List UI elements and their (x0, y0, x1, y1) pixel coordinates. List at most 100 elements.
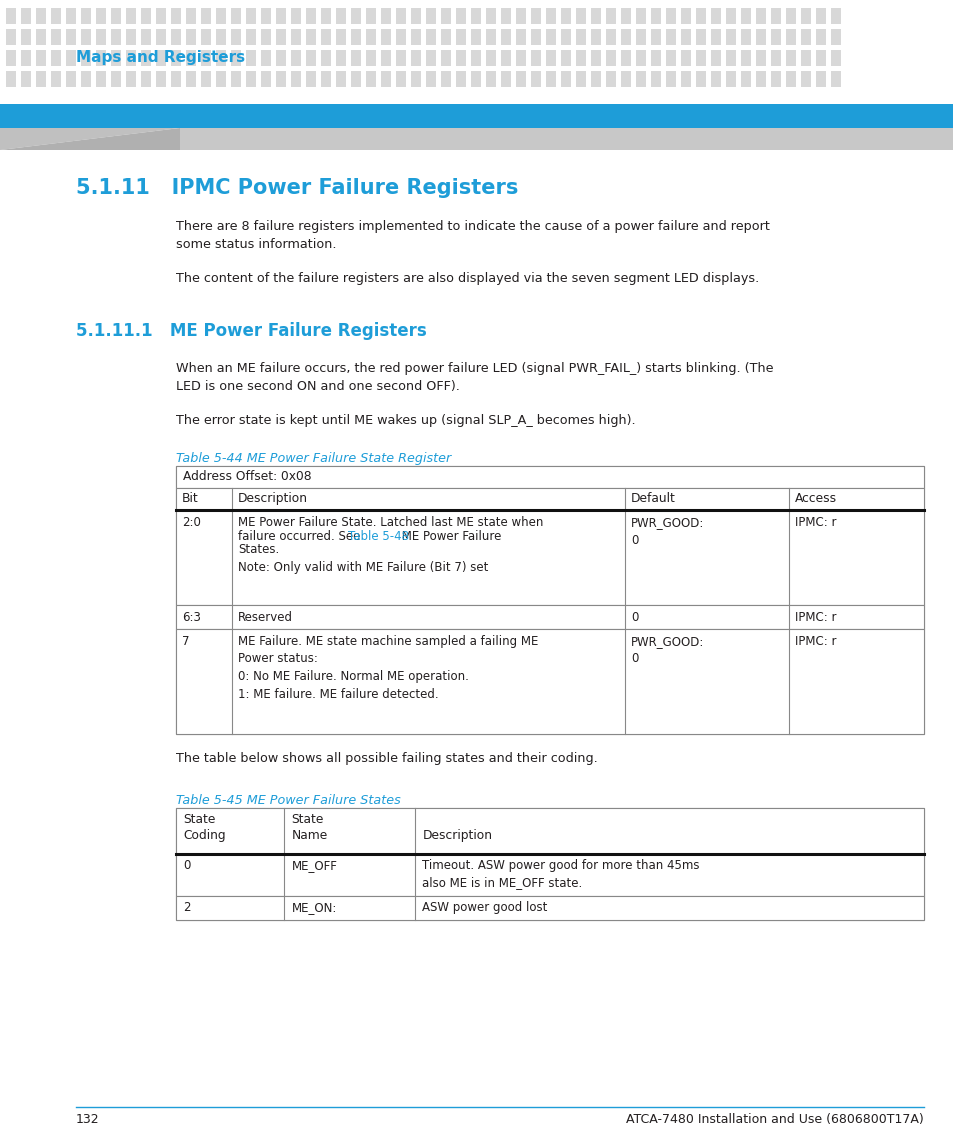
Bar (531, 71, 540, 87)
Bar (246, 29, 255, 45)
Bar (770, 50, 781, 66)
Bar (590, 71, 600, 87)
Bar (0, 104, 953, 128)
Text: ME Power Failure State. Latched last ME state when: ME Power Failure State. Latched last ME … (238, 516, 543, 529)
Bar (680, 71, 690, 87)
Bar (320, 29, 331, 45)
Bar (590, 29, 600, 45)
Bar (6, 50, 16, 66)
Bar (710, 50, 720, 66)
Text: ME Power Failure: ME Power Failure (397, 529, 501, 543)
Bar (156, 50, 166, 66)
Bar (51, 50, 61, 66)
Bar (740, 71, 750, 87)
Bar (81, 71, 91, 87)
Bar (485, 71, 496, 87)
Bar (175, 466, 923, 488)
Bar (770, 29, 781, 45)
Bar (426, 71, 436, 87)
Bar (485, 8, 496, 24)
Bar (215, 50, 226, 66)
Polygon shape (0, 128, 180, 150)
Bar (246, 50, 255, 66)
Bar (471, 71, 480, 87)
Bar (725, 71, 735, 87)
Bar (440, 50, 451, 66)
Bar (740, 8, 750, 24)
Bar (531, 29, 540, 45)
Bar (471, 29, 480, 45)
Bar (306, 71, 315, 87)
Bar (21, 29, 30, 45)
Text: Table 5-44 ME Power Failure State Register: Table 5-44 ME Power Failure State Regist… (175, 452, 451, 465)
Bar (96, 8, 106, 24)
Bar (351, 50, 360, 66)
Bar (126, 8, 136, 24)
Bar (801, 8, 810, 24)
Bar (335, 8, 346, 24)
Bar (175, 897, 923, 919)
Bar (51, 8, 61, 24)
Bar (830, 71, 841, 87)
Bar (66, 50, 76, 66)
Bar (605, 8, 616, 24)
Bar (411, 8, 420, 24)
Bar (636, 8, 645, 24)
Bar (36, 29, 46, 45)
Text: 2: 2 (183, 901, 191, 914)
Bar (111, 50, 121, 66)
Bar (201, 50, 211, 66)
Text: PWR_GOOD:
0: PWR_GOOD: 0 (630, 516, 703, 546)
Bar (51, 29, 61, 45)
Bar (96, 71, 106, 87)
Bar (175, 488, 923, 510)
Bar (141, 71, 151, 87)
Bar (440, 8, 451, 24)
Bar (815, 29, 825, 45)
Text: Description: Description (238, 492, 308, 505)
Bar (426, 50, 436, 66)
Bar (665, 8, 676, 24)
Bar (156, 8, 166, 24)
Text: 6:3: 6:3 (182, 611, 201, 624)
Bar (66, 29, 76, 45)
Bar (770, 71, 781, 87)
Bar (665, 29, 676, 45)
Bar (801, 50, 810, 66)
Text: 7: 7 (182, 635, 190, 648)
Text: Note: Only valid with ME Failure (Bit 7) set: Note: Only valid with ME Failure (Bit 7)… (238, 561, 488, 574)
Bar (351, 8, 360, 24)
Bar (755, 29, 765, 45)
Bar (380, 8, 391, 24)
Text: ME_ON:: ME_ON: (292, 901, 336, 914)
Text: Coding: Coding (183, 829, 226, 842)
Bar (411, 50, 420, 66)
Text: State: State (292, 813, 323, 826)
Text: There are 8 failure registers implemented to indicate the cause of a power failu: There are 8 failure registers implemente… (175, 220, 769, 251)
Bar (6, 71, 16, 87)
Bar (6, 8, 16, 24)
Bar (201, 8, 211, 24)
Bar (215, 71, 226, 87)
Bar (186, 8, 195, 24)
Bar (246, 71, 255, 87)
Bar (545, 29, 556, 45)
Bar (126, 50, 136, 66)
Bar (665, 71, 676, 87)
Bar (141, 29, 151, 45)
Bar (366, 50, 375, 66)
Bar (815, 71, 825, 87)
Text: PWR_GOOD:
0: PWR_GOOD: 0 (630, 635, 703, 665)
Text: IPMC: r: IPMC: r (795, 611, 836, 624)
Bar (411, 71, 420, 87)
Bar (830, 8, 841, 24)
Bar (576, 29, 585, 45)
Bar (186, 50, 195, 66)
Text: 2:0: 2:0 (182, 516, 201, 529)
Bar (650, 71, 660, 87)
Bar (680, 8, 690, 24)
Bar (500, 29, 511, 45)
Bar (500, 71, 511, 87)
Bar (636, 71, 645, 87)
Text: The table below shows all possible failing states and their coding.: The table below shows all possible faili… (175, 752, 598, 765)
